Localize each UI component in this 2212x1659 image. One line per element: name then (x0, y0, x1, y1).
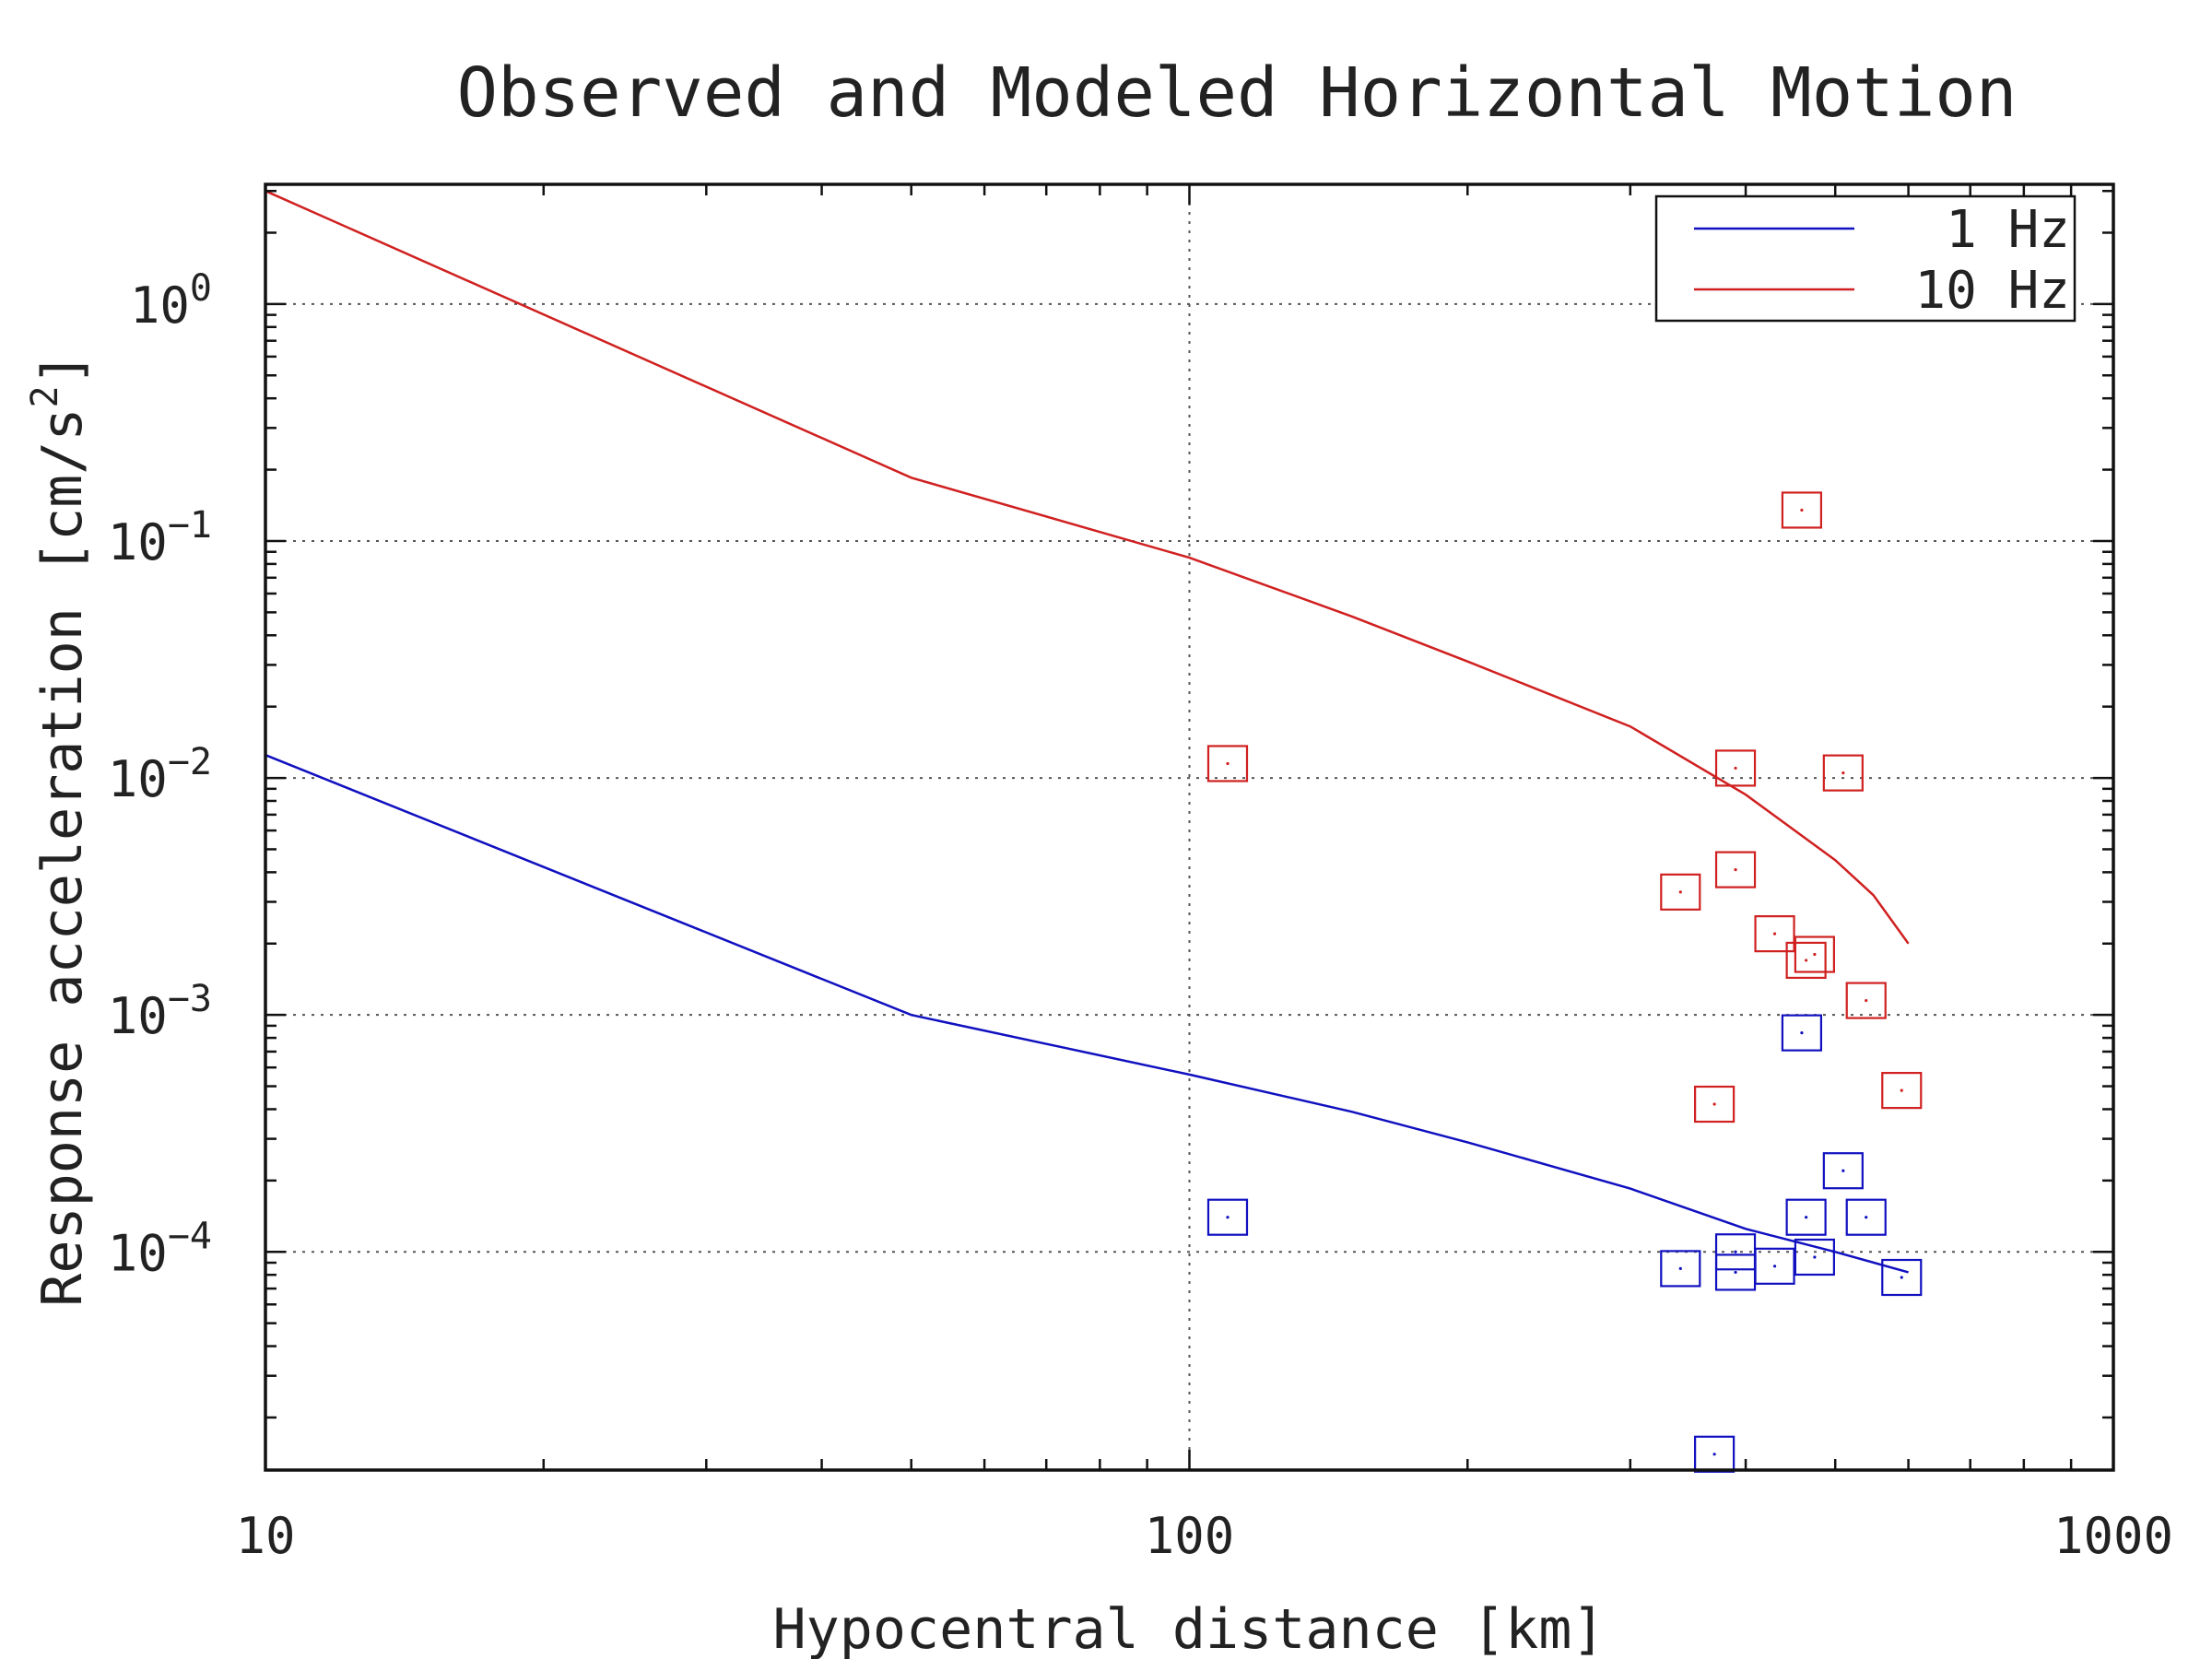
x-tick-label: 1000 (2053, 1507, 2173, 1565)
observed-point (1781, 1014, 1823, 1052)
observed-point-center (1734, 1270, 1737, 1275)
observed-point (1822, 754, 1864, 792)
observed-point (1785, 1198, 1827, 1236)
grid-lines (265, 184, 2113, 1470)
y-tick-base: 10 (108, 987, 168, 1045)
observed-point (1206, 745, 1249, 782)
observed-point-center (1226, 1216, 1230, 1219)
x-tick-labels: 10 100 1000 (235, 1507, 2173, 1565)
y-tick-base: 10 (130, 276, 190, 335)
observed-point-center (1772, 932, 1777, 935)
observed-point (1754, 915, 1795, 953)
model-curves (265, 190, 1910, 1274)
observed-point-center (1734, 1250, 1737, 1253)
observed-point-center (1734, 868, 1737, 872)
plot-frame (264, 182, 2115, 1472)
y-tick-label: 10−2 (108, 741, 212, 808)
observed-point-center (1813, 1255, 1817, 1259)
observed-point-center (1841, 771, 1845, 775)
observed-point-center (1800, 508, 1804, 512)
legend: 1 Hz 10 Hz (1654, 194, 2077, 323)
observed-point (1694, 1435, 1735, 1473)
y-tick-exponent: −2 (168, 741, 212, 783)
observed-point-center (1734, 766, 1737, 771)
y-axis-title-close: ] (30, 352, 95, 385)
observed-point-center (1712, 1102, 1716, 1106)
observed-point-center (1226, 761, 1230, 766)
observed-point (1845, 982, 1887, 1019)
observed-point-center (1800, 1031, 1804, 1035)
axis-ticks (264, 184, 2115, 1470)
observed-point (1660, 873, 1701, 911)
y-tick-base: 10 (108, 1224, 168, 1282)
observed-point-center (1900, 1088, 1903, 1092)
model-line-0 (265, 754, 1909, 1274)
y-tick-base: 10 (108, 750, 168, 808)
observed-point-center (1805, 1216, 1808, 1219)
y-axis-title-text: Response acceleration [cm/s (30, 407, 95, 1306)
y-tick-label: 10−3 (108, 978, 212, 1045)
observed-point (1781, 491, 1823, 529)
observed-point-center (1805, 959, 1808, 962)
observed-point-center (1900, 1276, 1903, 1279)
observed-point-center (1678, 1266, 1682, 1271)
y-tick-exponent: −1 (168, 504, 212, 547)
observed-point-center (1841, 1169, 1845, 1172)
observed-point (1714, 749, 1757, 787)
observed-point-center (1712, 1453, 1716, 1456)
x-tick-label: 100 (1145, 1507, 1235, 1565)
observed-point (1754, 1247, 1795, 1285)
observed-point (1822, 1152, 1864, 1190)
y-tick-label: 10−1 (108, 504, 212, 571)
y-tick-exponent: −3 (168, 978, 212, 1020)
y-tick-label: 100 (130, 267, 212, 335)
observed-point-center (1772, 1265, 1777, 1268)
observed-point (1845, 1198, 1887, 1236)
x-tick-label: 10 (235, 1507, 295, 1565)
observed-point-center (1865, 998, 1868, 1003)
observed-point (1714, 851, 1757, 888)
legend-label-1hz: 1 Hz (1946, 200, 2070, 260)
legend-label-10hz: 10 Hz (1914, 261, 2070, 321)
x-axis-title: Hypocentral distance [km] (772, 1597, 1605, 1659)
observed-point (1785, 941, 1827, 980)
chart-title: Observed and Modeled Horizontal Motion (457, 53, 2018, 133)
observed-point (1881, 1258, 1923, 1297)
y-tick-base: 10 (108, 513, 168, 571)
y-tick-exponent: −4 (168, 1215, 212, 1257)
observed-point-center (1865, 1216, 1868, 1219)
observed-point (1881, 1072, 1923, 1110)
observed-point (1206, 1198, 1249, 1236)
y-tick-exponent: 0 (190, 267, 212, 310)
observed-point (1660, 1250, 1701, 1288)
legend-box (1654, 194, 2077, 323)
model-line-1 (265, 190, 1910, 945)
observed-point (1794, 1238, 1835, 1277)
y-axis-title-superscript: 2 (24, 385, 66, 407)
y-axis-title: Response acceleration [cm/s2] (24, 352, 95, 1307)
observed-point-center (1678, 890, 1682, 894)
observed-point (1794, 935, 1835, 973)
y-tick-label: 10−4 (108, 1215, 212, 1282)
observed-point-center (1813, 952, 1817, 957)
observed-points (1206, 491, 1923, 1473)
observed-point (1694, 1085, 1735, 1124)
